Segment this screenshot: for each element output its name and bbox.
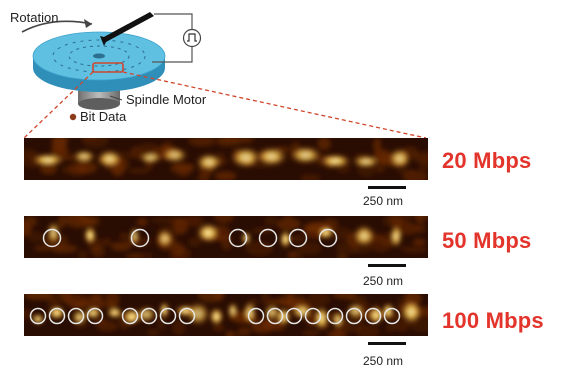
bit-circle	[247, 307, 265, 325]
bit-circle	[29, 307, 47, 325]
spindle-motor-label: Spindle Motor	[126, 92, 207, 107]
bit-circle	[159, 307, 177, 325]
disk	[32, 31, 166, 92]
bit-circle	[364, 307, 382, 325]
rate-label-20: 20 Mbps	[442, 148, 532, 173]
scale-label-1: 250 nm	[363, 274, 404, 288]
bit-circle	[345, 307, 363, 325]
scale-bar-0	[368, 186, 406, 189]
scale-label-0: 250 nm	[363, 194, 404, 208]
bit-circle	[285, 307, 303, 325]
probe-tip	[100, 12, 154, 46]
pulse-generator-icon	[182, 28, 202, 48]
pulse-circuit	[152, 13, 202, 63]
bit-data-dot-icon	[69, 113, 77, 121]
bit-circle	[48, 307, 66, 325]
rate-label-100: 100 Mbps	[442, 308, 544, 333]
bit-circle	[121, 307, 139, 325]
bit-circle	[42, 228, 62, 248]
bit-circle	[318, 228, 338, 248]
bit-circle	[326, 307, 344, 325]
bit-circle	[67, 307, 85, 325]
bit-circle	[178, 307, 196, 325]
image-panel-1	[24, 216, 428, 258]
bit-circle	[86, 307, 104, 325]
bit-circle	[304, 307, 322, 325]
zoom-line-right	[122, 71, 427, 139]
rotation-label: Rotation	[10, 10, 59, 25]
rate-label-50: 50 Mbps	[442, 228, 532, 253]
scale-bar-1	[368, 264, 406, 267]
rotation-arrow-icon	[21, 20, 93, 33]
image-panel-2	[24, 294, 428, 336]
image-panels	[24, 138, 428, 345]
bit-circle	[228, 228, 248, 248]
bit-circle	[130, 228, 150, 248]
rotation-arrowhead-icon	[84, 19, 92, 28]
bit-data-label: Bit Data	[80, 109, 127, 124]
disk-schematic	[21, 12, 427, 139]
scale-label-2: 250 nm	[363, 354, 404, 368]
bit-circle	[288, 228, 308, 248]
zoom-line-left	[23, 71, 94, 139]
scale-bar-2	[368, 342, 406, 345]
bit-circle	[258, 228, 278, 248]
bit-circle	[140, 307, 158, 325]
image-panel-0	[24, 138, 428, 180]
zoom-region-box	[92, 62, 124, 73]
bit-circle	[383, 307, 401, 325]
bit-circle	[266, 307, 284, 325]
